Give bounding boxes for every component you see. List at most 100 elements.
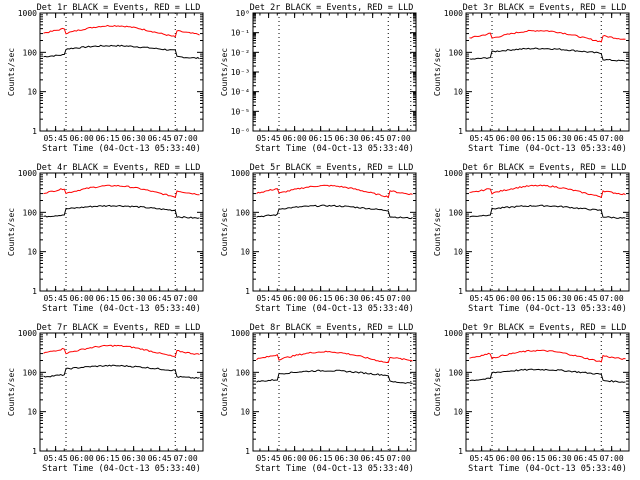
lld-series bbox=[43, 184, 200, 198]
events-series bbox=[469, 368, 626, 383]
plot-panel-6: Det 6r BLACK = Events, RED = LLD 1 10 100 10… bbox=[433, 163, 630, 314]
events-series bbox=[43, 204, 200, 219]
y-tick-label: 1 bbox=[458, 287, 463, 296]
x-tick-label: 07:00 bbox=[600, 134, 624, 143]
y-tick-label: 10 bbox=[27, 248, 37, 257]
x-tick-label: 05:45 bbox=[470, 134, 494, 143]
y-tick-label: 10⁻² bbox=[231, 48, 250, 57]
plot-frame bbox=[465, 332, 630, 452]
plot-panel-8: Det 8r BLACK = Events, RED = LLD 1 10 100 10… bbox=[220, 323, 417, 474]
lld-series bbox=[256, 350, 413, 363]
x-tick-label: 06:15 bbox=[96, 454, 120, 463]
x-tick-label: 05:45 bbox=[44, 294, 68, 303]
x-tick-label: 05:45 bbox=[257, 454, 281, 463]
y-axis-label: Counts/sec bbox=[7, 208, 16, 256]
plot-frame bbox=[39, 12, 204, 132]
x-tick-label: 06:30 bbox=[335, 454, 359, 463]
plot-frame bbox=[465, 172, 630, 292]
x-axis-label: Start Time (04-Oct-13 05:33:40) bbox=[42, 304, 201, 314]
x-tick-label: 06:30 bbox=[548, 294, 572, 303]
x-tick-label: 06:15 bbox=[309, 134, 333, 143]
lld-series bbox=[469, 184, 626, 199]
x-axis-label: Start Time (04-Oct-13 05:33:40) bbox=[468, 464, 627, 474]
x-tick-label: 05:45 bbox=[44, 454, 68, 463]
plot-title: Det 7r BLACK = Events, RED = LLD bbox=[37, 323, 201, 333]
y-tick-label: 1000 bbox=[18, 329, 37, 338]
x-tick-label: 06:00 bbox=[283, 134, 307, 143]
y-tick-label: 1 bbox=[32, 447, 37, 456]
plot-title: Det 9r BLACK = Events, RED = LLD bbox=[463, 323, 627, 333]
plot-panel-4: Det 4r BLACK = Events, RED = LLD 1 10 100 10… bbox=[7, 163, 204, 314]
x-tick-label: 06:30 bbox=[335, 134, 359, 143]
plot-title: Det 3r BLACK = Events, RED = LLD bbox=[463, 3, 627, 13]
y-axis-label: Counts/sec bbox=[7, 48, 16, 96]
x-tick-label: 06:00 bbox=[70, 294, 94, 303]
x-axis-label: Start Time (04-Oct-13 05:33:40) bbox=[42, 464, 201, 474]
y-axis-label: Counts/sec bbox=[220, 48, 229, 96]
y-tick-label: 10⁻¹ bbox=[231, 29, 250, 38]
lld-series bbox=[469, 349, 626, 363]
y-tick-label: 10⁰ bbox=[236, 9, 250, 18]
y-tick-label: 1000 bbox=[231, 329, 250, 338]
x-tick-label: 06:45 bbox=[574, 294, 598, 303]
x-tick-label: 07:00 bbox=[600, 294, 624, 303]
y-tick-label: 10⁻³ bbox=[231, 68, 250, 77]
y-tick-label: 100 bbox=[236, 208, 251, 217]
y-tick-label: 1000 bbox=[444, 9, 463, 18]
x-tick-label: 06:45 bbox=[574, 454, 598, 463]
plot-panel-5: Det 5r BLACK = Events, RED = LLD 1 10 100 10… bbox=[220, 163, 417, 314]
y-tick-label: 1000 bbox=[444, 169, 463, 178]
plot-panel-2: Det 2r BLACK = Events, RED = LLD 10⁻⁶ 10⁻⁵… bbox=[220, 3, 417, 154]
y-tick-label: 1 bbox=[458, 447, 463, 456]
y-tick-label: 100 bbox=[449, 368, 464, 377]
events-series bbox=[469, 204, 626, 219]
x-axis-label: Start Time (04-Oct-13 05:33:40) bbox=[468, 304, 627, 314]
x-tick-label: 07:00 bbox=[174, 134, 198, 143]
plot-frame bbox=[39, 172, 204, 292]
x-tick-label: 06:15 bbox=[522, 454, 546, 463]
x-tick-label: 05:45 bbox=[470, 454, 494, 463]
y-tick-label: 100 bbox=[449, 48, 464, 57]
y-tick-label: 10 bbox=[453, 88, 463, 97]
y-tick-label: 1 bbox=[32, 287, 37, 296]
y-tick-label: 10 bbox=[27, 408, 37, 417]
events-series bbox=[256, 369, 413, 384]
x-tick-label: 06:00 bbox=[283, 294, 307, 303]
x-tick-label: 07:00 bbox=[174, 294, 198, 303]
y-tick-label: 1 bbox=[32, 127, 37, 136]
plot-title: Det 6r BLACK = Events, RED = LLD bbox=[463, 163, 627, 173]
x-tick-label: 07:00 bbox=[387, 294, 411, 303]
events-series bbox=[469, 47, 626, 62]
y-tick-label: 10 bbox=[240, 248, 250, 257]
y-tick-label: 10 bbox=[27, 88, 37, 97]
events-series bbox=[43, 44, 200, 60]
x-tick-label: 06:30 bbox=[548, 454, 572, 463]
y-tick-label: 100 bbox=[449, 208, 464, 217]
lld-series bbox=[256, 184, 413, 199]
plot-title: Det 8r BLACK = Events, RED = LLD bbox=[250, 323, 414, 333]
x-tick-label: 06:15 bbox=[96, 134, 120, 143]
x-tick-label: 06:00 bbox=[496, 134, 520, 143]
plot-title: Det 5r BLACK = Events, RED = LLD bbox=[250, 163, 414, 173]
x-tick-label: 06:30 bbox=[335, 294, 359, 303]
plot-panel-9: Det 9r BLACK = Events, RED = LLD 1 10 100 10… bbox=[433, 323, 630, 474]
plot-panel-1: Det 1r BLACK = Events, RED = LLD 1 10 100 10… bbox=[7, 3, 204, 154]
plot-frame bbox=[39, 332, 204, 452]
lld-series bbox=[43, 24, 200, 38]
y-tick-label: 10⁻⁵ bbox=[231, 107, 250, 116]
y-axis-label: Counts/sec bbox=[220, 208, 229, 256]
y-tick-label: 1000 bbox=[231, 169, 250, 178]
x-tick-label: 05:45 bbox=[44, 134, 68, 143]
x-axis-label: Start Time (04-Oct-13 05:33:40) bbox=[42, 144, 201, 154]
y-axis-label: Counts/sec bbox=[7, 368, 16, 416]
x-tick-label: 05:45 bbox=[257, 134, 281, 143]
y-tick-label: 100 bbox=[23, 208, 38, 217]
x-tick-label: 06:15 bbox=[522, 134, 546, 143]
plot-title: Det 4r BLACK = Events, RED = LLD bbox=[37, 163, 201, 173]
x-tick-label: 06:15 bbox=[309, 294, 333, 303]
x-tick-label: 07:00 bbox=[600, 454, 624, 463]
y-axis-label: Counts/sec bbox=[220, 368, 229, 416]
y-tick-label: 1 bbox=[458, 127, 463, 136]
y-tick-label: 1000 bbox=[444, 329, 463, 338]
